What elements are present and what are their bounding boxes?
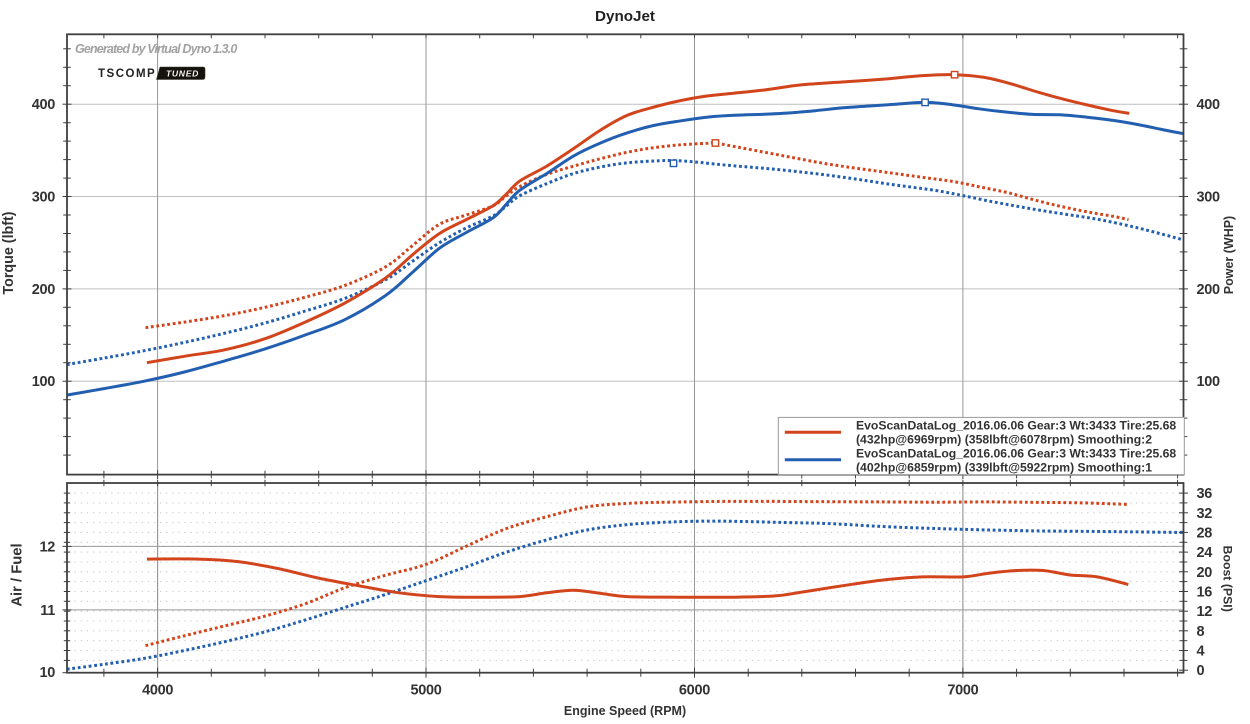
svg-text:Boost (PSI): Boost (PSI) xyxy=(1221,546,1235,612)
svg-text:8: 8 xyxy=(1197,624,1205,640)
svg-text:20: 20 xyxy=(1197,565,1213,581)
svg-text:(432hp@6969rpm) (358lbft@6078r: (432hp@6969rpm) (358lbft@6078rpm) Smooth… xyxy=(856,433,1152,447)
svg-text:DynoJet: DynoJet xyxy=(595,8,655,25)
svg-text:10: 10 xyxy=(39,665,55,681)
svg-text:12: 12 xyxy=(1197,604,1213,620)
svg-text:300: 300 xyxy=(32,190,56,206)
svg-text:100: 100 xyxy=(1197,374,1221,390)
svg-text:12: 12 xyxy=(39,539,55,555)
svg-text:5000: 5000 xyxy=(411,683,442,699)
svg-text:36: 36 xyxy=(1197,486,1213,502)
svg-text:100: 100 xyxy=(32,374,56,390)
svg-text:TSCOMP: TSCOMP xyxy=(98,68,156,80)
svg-text:11: 11 xyxy=(40,603,55,619)
svg-text:24: 24 xyxy=(1197,545,1213,561)
svg-text:4000: 4000 xyxy=(142,683,173,699)
svg-text:(402hp@6859rpm) (339lbft@5922r: (402hp@6859rpm) (339lbft@5922rpm) Smooth… xyxy=(856,461,1152,475)
svg-text:Air / Fuel: Air / Fuel xyxy=(10,543,26,606)
svg-text:300: 300 xyxy=(1197,190,1221,206)
svg-text:Torque (lbft): Torque (lbft) xyxy=(1,211,17,294)
svg-text:Power (WHP): Power (WHP) xyxy=(1222,216,1236,294)
svg-text:28: 28 xyxy=(1197,525,1213,541)
svg-text:TUNED: TUNED xyxy=(166,68,199,78)
svg-text:16: 16 xyxy=(1197,584,1213,600)
svg-text:32: 32 xyxy=(1197,506,1213,522)
svg-text:6000: 6000 xyxy=(679,683,710,699)
svg-text:EvoScanDataLog_2016.06.06 Gear: EvoScanDataLog_2016.06.06 Gear:3 Wt:3433… xyxy=(856,447,1176,461)
svg-text:200: 200 xyxy=(32,282,56,298)
svg-text:7000: 7000 xyxy=(947,683,978,699)
svg-text:4: 4 xyxy=(1197,644,1205,660)
svg-text:400: 400 xyxy=(1197,97,1221,113)
svg-text:200: 200 xyxy=(1197,282,1221,298)
svg-text:Engine Speed (RPM): Engine Speed (RPM) xyxy=(564,704,686,718)
svg-text:EvoScanDataLog_2016.06.06 Gear: EvoScanDataLog_2016.06.06 Gear:3 Wt:3433… xyxy=(856,419,1176,433)
svg-text:400: 400 xyxy=(32,97,56,113)
svg-text:Generated by Virtual Dyno 1.3.: Generated by Virtual Dyno 1.3.0 xyxy=(75,42,237,56)
svg-text:0: 0 xyxy=(1197,663,1205,679)
